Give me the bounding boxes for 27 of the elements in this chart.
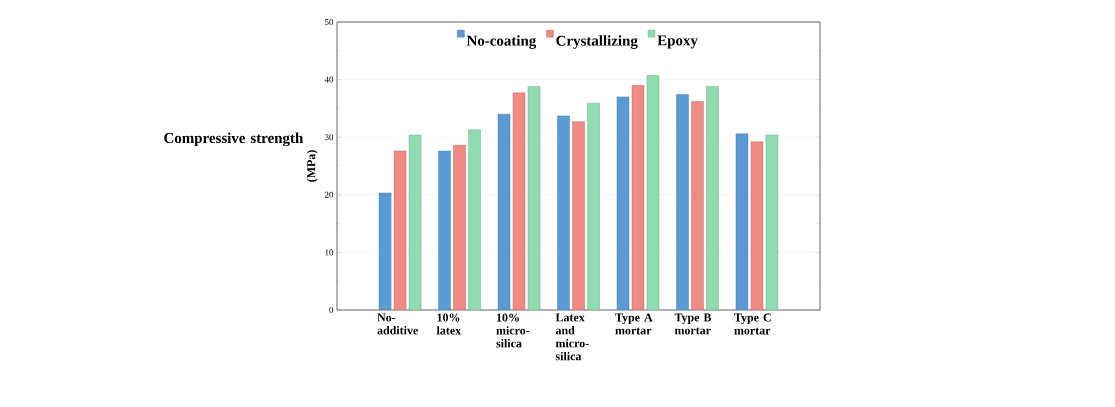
x-tick-label: Type B mortar [674,313,712,335]
y-axis-title: (MPa) [306,150,318,182]
text: Compressive strength [164,132,304,147]
bar [587,103,600,310]
bar [557,115,570,310]
y-tick-label: 50 [325,18,334,26]
legend-label: Crystallizing [556,35,638,49]
bar [676,94,689,310]
y-tick-label: 0 [329,306,334,314]
bar [453,145,466,310]
bar [691,101,704,310]
x-tick-label: No-additive [377,313,418,335]
x-tick-label: Type C mortar [734,313,771,335]
legend-label: Epoxy [657,35,698,49]
legend-label: No-coating [466,35,537,49]
x-tick-label: 10% latex [436,313,462,335]
bar [706,86,719,310]
y-tick-label: 40 [324,76,334,83]
bar [572,121,585,310]
y-tick-label: 10 [325,249,334,256]
y-tick-label: 30 [324,134,334,141]
bar [468,129,481,310]
bar [438,150,451,310]
y-tick-label: 20 [324,191,334,198]
x-tick-label: Type A mortar [615,313,653,335]
x-tick-label: 10% micro-silica [496,313,530,348]
x-tick-label: Latex and micro-silica [555,313,589,361]
